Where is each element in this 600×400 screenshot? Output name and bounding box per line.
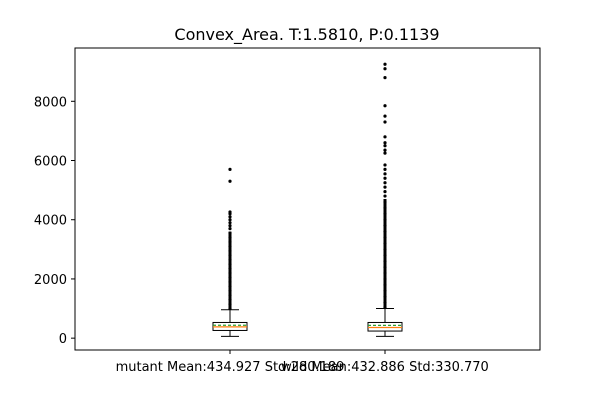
outlier-point bbox=[383, 229, 387, 234]
outlier-point bbox=[383, 181, 387, 185]
outlier-point bbox=[383, 218, 387, 222]
outlier-point bbox=[383, 167, 387, 171]
outlier-point bbox=[383, 253, 387, 257]
outlier-point bbox=[228, 244, 232, 248]
outlier-point bbox=[383, 104, 387, 108]
outlier-point bbox=[383, 212, 387, 216]
outlier-point bbox=[383, 194, 387, 198]
outlier-point bbox=[228, 167, 232, 171]
outlier-point bbox=[228, 227, 232, 231]
outlier-point bbox=[383, 301, 387, 305]
outlier-point bbox=[383, 144, 387, 148]
y-tick-label: 4000 bbox=[34, 214, 67, 229]
outlier-point bbox=[228, 231, 232, 235]
outlier-point bbox=[228, 179, 232, 183]
box-plot-mutant bbox=[212, 167, 248, 337]
outlier-point bbox=[383, 235, 387, 240]
outlier-point bbox=[383, 259, 387, 263]
y-tick-label: 2000 bbox=[34, 273, 67, 288]
outlier-point bbox=[383, 289, 387, 293]
outlier-point bbox=[228, 293, 232, 297]
y-tick-label: 8000 bbox=[34, 95, 67, 110]
outlier-point bbox=[228, 224, 232, 228]
outlier-point bbox=[383, 200, 387, 204]
outlier-point bbox=[383, 67, 387, 71]
outlier-point bbox=[383, 176, 387, 180]
outlier-point bbox=[228, 298, 232, 302]
outlier-point bbox=[383, 189, 387, 194]
outlier-point bbox=[383, 172, 387, 176]
outlier-point bbox=[383, 295, 387, 299]
outlier-point bbox=[383, 163, 387, 167]
outlier-point bbox=[383, 62, 387, 66]
outlier-point bbox=[383, 135, 387, 139]
outlier-point bbox=[228, 280, 232, 284]
outlier-point bbox=[228, 253, 232, 257]
box-plots bbox=[212, 62, 403, 337]
outlier-point bbox=[228, 271, 232, 275]
box-plot-wild bbox=[367, 62, 403, 337]
outlier-point bbox=[228, 218, 232, 222]
box bbox=[367, 321, 403, 332]
outlier-point bbox=[383, 120, 387, 124]
outlier-point bbox=[228, 275, 232, 280]
outlier-point bbox=[228, 215, 232, 219]
outlier-point bbox=[383, 305, 387, 309]
y-axis: 0 2000 4000 6000 8000 bbox=[34, 95, 75, 347]
outlier-point bbox=[383, 185, 387, 189]
outlier-point bbox=[228, 249, 232, 253]
outlier-point bbox=[228, 235, 232, 240]
outlier-point bbox=[383, 247, 387, 251]
outlier-point bbox=[383, 277, 387, 281]
outlier-point bbox=[228, 289, 232, 293]
outlier-point bbox=[228, 284, 232, 288]
outlier-point bbox=[228, 221, 232, 225]
y-tick-label: 6000 bbox=[34, 155, 67, 170]
outlier-point bbox=[383, 141, 387, 145]
outlier-point bbox=[383, 241, 387, 246]
outlier-point bbox=[383, 148, 387, 152]
outlier-point bbox=[228, 258, 232, 262]
y-tick-label: 0 bbox=[59, 332, 67, 347]
outlier-point bbox=[383, 114, 387, 118]
outlier-point bbox=[383, 206, 387, 210]
outlier-point bbox=[383, 224, 387, 228]
outlier-point bbox=[383, 271, 387, 275]
outlier-point bbox=[383, 151, 387, 155]
outlier-point bbox=[383, 283, 387, 287]
x-tick-label: wild Mean:432.886 Std:330.770 bbox=[281, 360, 489, 375]
outlier-point bbox=[228, 210, 232, 214]
outlier-point bbox=[228, 302, 232, 306]
outlier-point bbox=[383, 76, 387, 80]
plot-frame bbox=[74, 47, 541, 351]
outlier-point bbox=[383, 265, 387, 269]
outlier-point bbox=[228, 262, 232, 266]
outlier-point bbox=[228, 266, 232, 271]
outlier-point bbox=[228, 240, 232, 244]
chart-title: Convex_Area. T:1.5810, P:0.1139 bbox=[174, 25, 439, 45]
x-tick-label: mutant Mean:434.927 Std:280.189 bbox=[116, 360, 345, 375]
